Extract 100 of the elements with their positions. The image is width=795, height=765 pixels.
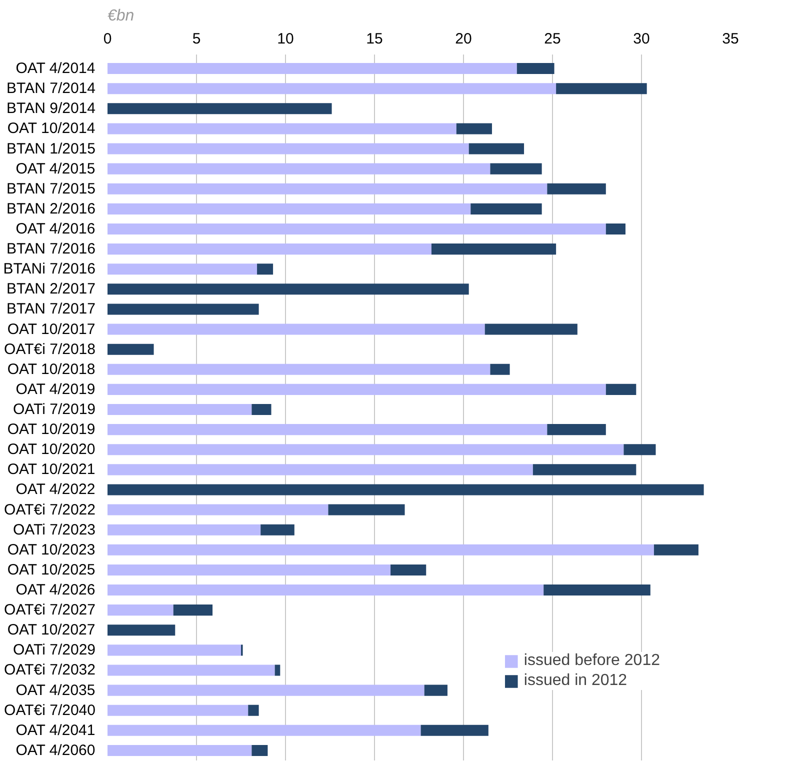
- y-tick-label: OAT 4/2022: [16, 481, 96, 498]
- bar: [108, 163, 490, 174]
- x-tick-label: 10: [277, 30, 294, 48]
- bar: [257, 264, 274, 275]
- bar: [173, 604, 213, 616]
- bar: [606, 384, 636, 395]
- y-tick-label: OAT 4/2019: [16, 380, 96, 398]
- bar: [108, 724, 421, 736]
- bar: [274, 664, 280, 676]
- y-tick-label: OAT 4/2035: [16, 682, 96, 699]
- y-tick-label: OAT 10/2020: [7, 441, 96, 458]
- bar: [108, 464, 533, 476]
- y-tick-label: OAT€i 7/2040: [4, 702, 96, 719]
- x-tick-label: 25: [544, 30, 561, 48]
- bar: [108, 604, 174, 616]
- bar: [108, 504, 328, 516]
- y-tick-label: OAT 4/2060: [16, 742, 96, 759]
- bar: [484, 324, 578, 335]
- y-tick-label: OAT 10/2018: [7, 360, 96, 378]
- bar: [624, 444, 656, 456]
- x-tick-label: 0: [103, 30, 112, 48]
- y-tick-label: BTAN 2/2016: [6, 200, 96, 218]
- bar: [108, 644, 241, 656]
- bar: [606, 223, 626, 235]
- bar: [532, 464, 636, 476]
- y-tick-label: BTAN 7/2015: [6, 180, 96, 198]
- bar: [424, 684, 448, 696]
- y-tick-label: BTAN 7/2014: [6, 80, 96, 98]
- bar: [328, 504, 405, 516]
- bar: [260, 524, 294, 536]
- x-tick-label: 30: [633, 30, 650, 48]
- y-tick-label: OAT 10/2019: [7, 421, 96, 438]
- y-tick-label: OAT€i 7/2032: [4, 662, 96, 679]
- bar: [108, 704, 248, 716]
- y-tick-label: OAT 10/2014: [7, 120, 96, 138]
- bar: [108, 264, 258, 275]
- bar: [108, 63, 517, 74]
- y-tick-label: OAT 4/2016: [16, 220, 96, 238]
- bar: [108, 624, 176, 636]
- bar: [547, 424, 606, 436]
- bar: [108, 344, 154, 355]
- bar: [431, 244, 556, 255]
- text: €bn: [108, 8, 134, 24]
- bar: [470, 203, 542, 214]
- y-tick-label: BTAN 7/2016: [6, 240, 96, 258]
- bar: [108, 284, 469, 295]
- bar: [108, 404, 252, 416]
- bar: [547, 183, 606, 194]
- y-tick-label: OAT 10/2025: [7, 561, 96, 578]
- bar: [108, 304, 259, 315]
- y-tick-label: BTAN 1/2015: [6, 140, 96, 158]
- bar: [108, 744, 252, 756]
- y-tick-label: BTAN 9/2014: [6, 100, 96, 118]
- y-tick-label: OAT€i 7/2027: [4, 602, 96, 619]
- y-tick-label: OAT 4/2041: [16, 722, 96, 739]
- y-tick-label: OAT 4/2026: [16, 582, 96, 599]
- x-tick-label: 35: [722, 30, 739, 48]
- bar: [108, 664, 275, 676]
- y-tick-label: OAT 4/2015: [16, 160, 96, 178]
- y-tick-label: OAT€i 7/2018: [4, 340, 96, 358]
- bar: [108, 183, 548, 194]
- bar: [108, 223, 606, 235]
- y-tick-label: BTAN 7/2017: [6, 300, 96, 318]
- bar: [108, 324, 485, 335]
- y-tick-label: OATi 7/2019: [12, 401, 96, 418]
- bar: [252, 744, 268, 756]
- y-tick-label: BTAN 2/2017: [6, 280, 96, 298]
- bar: [108, 424, 548, 436]
- bar: [108, 244, 432, 255]
- bar: [654, 544, 698, 556]
- bar: [544, 584, 650, 596]
- bar: [108, 484, 704, 496]
- bar: [108, 444, 624, 456]
- bar: [490, 364, 510, 375]
- bar: [420, 724, 488, 736]
- bar: [468, 143, 524, 154]
- bar: [108, 203, 471, 214]
- x-tick-label: 5: [192, 30, 201, 48]
- y-tick-label: OAT 10/2021: [7, 461, 96, 478]
- x-tick-label: 20: [455, 30, 472, 48]
- bar: [556, 83, 647, 94]
- bar: [248, 704, 259, 716]
- legend-label: issued before 2012: [524, 652, 660, 670]
- y-tick-label: OAT 10/2017: [7, 320, 96, 338]
- bar: [108, 384, 606, 395]
- y-tick-label: OATi 7/2023: [12, 521, 96, 538]
- bar: [490, 163, 542, 174]
- legend-label: issued in 2012: [524, 672, 628, 690]
- bar: [108, 544, 654, 556]
- bar: [108, 524, 261, 536]
- bar: [516, 63, 554, 74]
- y-tick-label: OAT 10/2023: [7, 541, 96, 558]
- bar: [108, 564, 391, 576]
- x-tick-label: 15: [366, 30, 383, 48]
- bar: [252, 404, 272, 416]
- bar: [390, 564, 426, 576]
- bar: [108, 123, 456, 134]
- y-tick-label: BTANi 7/2016: [3, 260, 96, 278]
- y-tick-label: OAT€i 7/2022: [4, 501, 96, 518]
- bar: [108, 83, 556, 94]
